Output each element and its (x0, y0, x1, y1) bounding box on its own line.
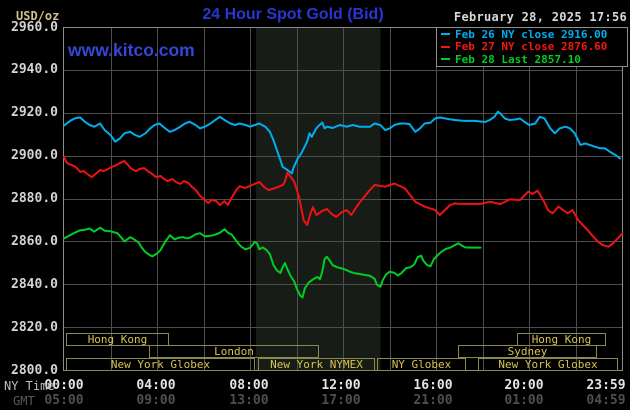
x-tick-label-ny: 16:00 (413, 378, 453, 393)
x-tick-label-gmt: 09:00 (136, 393, 176, 408)
legend-dash-icon (441, 45, 450, 48)
series-line-1 (63, 156, 624, 248)
x-tick-label-ny: 12:00 (321, 378, 361, 393)
legend-item-2: Feb 28 Last 2857.10 (437, 53, 627, 66)
x-tick-label-ny: 04:00 (136, 378, 176, 393)
x-tick-label-gmt: 04:59 (586, 393, 626, 408)
legend-item-label: Feb 27 NY close 2876.60 (455, 40, 608, 54)
x-tick-label-ny: 23:59 (586, 378, 626, 393)
x-tick-label-gmt: 21:00 (413, 393, 453, 408)
x-tick-label-gmt: 05:00 (44, 393, 84, 408)
grid-lines (64, 27, 623, 370)
session-box-new-york-globex: New York Globex (478, 357, 618, 371)
y-tick-label: 2920.0 (11, 105, 58, 121)
y-axis-unit-label: USD/oz (16, 9, 60, 23)
x-tick-label-ny: 08:00 (229, 378, 269, 393)
series-line-2 (63, 226, 482, 299)
price-series-lines (63, 110, 624, 299)
x-tick-label-gmt: 01:00 (504, 393, 544, 408)
legend-item-label: Feb 26 NY close 2916.00 (455, 27, 608, 41)
y-tick-label: 2860.0 (11, 233, 58, 249)
y-tick-label: 2800.0 (11, 362, 58, 378)
x-tick-label-gmt: 13:00 (229, 393, 269, 408)
legend-item-label: Feb 28 Last 2857.10 (455, 52, 581, 66)
session-box-hong-kong: Hong Kong (66, 332, 169, 346)
x-tick-label-ny: 00:00 (44, 378, 84, 393)
legend-item-0: Feb 26 NY close 2916.00 (437, 28, 627, 41)
y-tick-label: 2820.0 (11, 319, 58, 335)
session-box-new-york-nymex: New York NYMEX (258, 357, 375, 371)
session-box-london: London (149, 345, 319, 358)
x-tick-label-ny: 20:00 (504, 378, 544, 393)
timestamp-label: February 28, 2025 17:56 (453, 10, 627, 24)
legend-dash-icon (441, 58, 450, 61)
legend: Feb 26 NY close 2916.00 Feb 27 NY close 2… (436, 27, 628, 67)
series-line-0 (63, 110, 622, 175)
y-tick-label: 2960.0 (11, 19, 58, 35)
session-box-sydney: Sydney (458, 345, 597, 358)
session-box-ny-globex: NY Globex (377, 357, 466, 371)
nymex-session-band (255, 27, 381, 370)
legend-dash-icon (441, 33, 450, 36)
x-tick-label-gmt: 17:00 (321, 393, 361, 408)
y-tick-label: 2900.0 (11, 148, 58, 164)
plot-border (63, 27, 623, 371)
session-box-hong-kong: Hong Kong (517, 332, 606, 346)
y-tick-label: 2940.0 (11, 62, 58, 78)
page-title: 24 Hour Spot Gold (Bid) (202, 6, 384, 23)
gmt-axis-label: GMT (13, 394, 35, 408)
ny-time-axis-label: NY Time (4, 379, 55, 393)
y-tick-label: 2840.0 (11, 276, 58, 292)
y-tick-label: 2880.0 (11, 191, 58, 206)
session-box-new-york-globex: New York Globex (66, 357, 255, 371)
legend-item-1: Feb 27 NY close 2876.60 (437, 40, 627, 54)
kitco-watermark-link[interactable]: www.kitco.com (68, 40, 195, 60)
